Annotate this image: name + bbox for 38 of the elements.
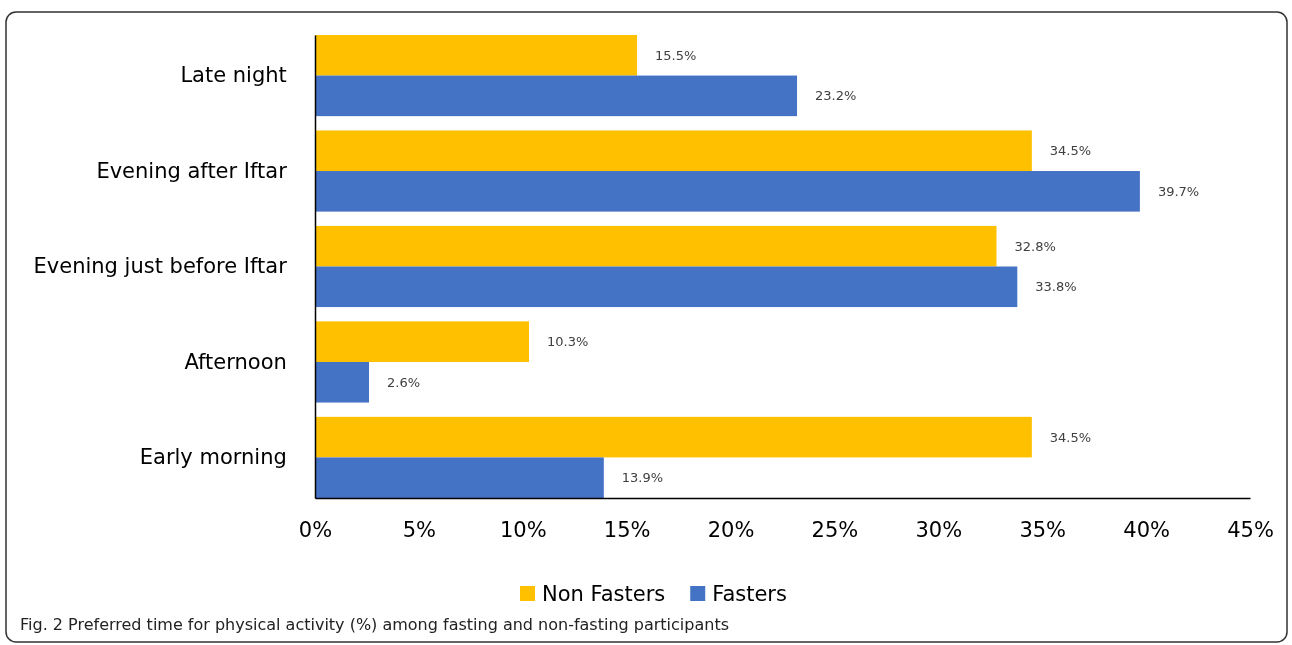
bar bbox=[315, 75, 798, 117]
legend-label: Fasters bbox=[712, 582, 787, 607]
bar bbox=[315, 225, 997, 267]
x-tick-label: 30% bbox=[915, 517, 963, 542]
data-label: 34.5% bbox=[1049, 143, 1092, 159]
data-label: 2.6% bbox=[387, 374, 421, 390]
data-label: 39.7% bbox=[1157, 183, 1200, 199]
data-label: 13.9% bbox=[621, 470, 664, 486]
y-tick-label: Late night bbox=[180, 63, 287, 88]
bar bbox=[315, 266, 1018, 308]
legend-label: Non Fasters bbox=[542, 582, 666, 607]
x-tick-label: 5% bbox=[402, 517, 437, 542]
bar bbox=[315, 457, 604, 498]
x-tick-label: 45% bbox=[1227, 517, 1274, 542]
data-label: 33.8% bbox=[1035, 279, 1077, 295]
data-label: 10.3% bbox=[547, 334, 589, 350]
x-tick-label: 15% bbox=[603, 517, 651, 542]
bar bbox=[315, 416, 1032, 458]
caption: Fig. 2 Preferred time for physical activity (%) among fasting and non-fasting participants bbox=[20, 615, 729, 634]
y-tick-label: Afternoon bbox=[184, 349, 287, 374]
x-tick-label: 40% bbox=[1123, 517, 1170, 542]
x-tick-label: 25% bbox=[811, 517, 859, 542]
data-label: 23.2% bbox=[815, 88, 857, 104]
y-tick-label: Evening after Iftar bbox=[96, 158, 288, 183]
bar bbox=[315, 35, 638, 76]
data-label: 15.5% bbox=[655, 47, 697, 63]
x-tick-label: 10% bbox=[499, 517, 547, 542]
bar bbox=[315, 130, 1032, 172]
x-tick-label: 20% bbox=[707, 517, 755, 542]
bar bbox=[315, 321, 530, 362]
y-tick-label: Early morning bbox=[139, 445, 287, 470]
bar bbox=[315, 171, 1140, 212]
x-tick-label: 35% bbox=[1019, 517, 1067, 542]
x-tick-label: 0% bbox=[298, 517, 333, 542]
bar bbox=[315, 361, 370, 403]
data-label: 34.5% bbox=[1049, 429, 1092, 445]
data-label: 32.8% bbox=[1014, 238, 1056, 254]
y-tick-label: Evening just before Iftar bbox=[33, 254, 288, 279]
